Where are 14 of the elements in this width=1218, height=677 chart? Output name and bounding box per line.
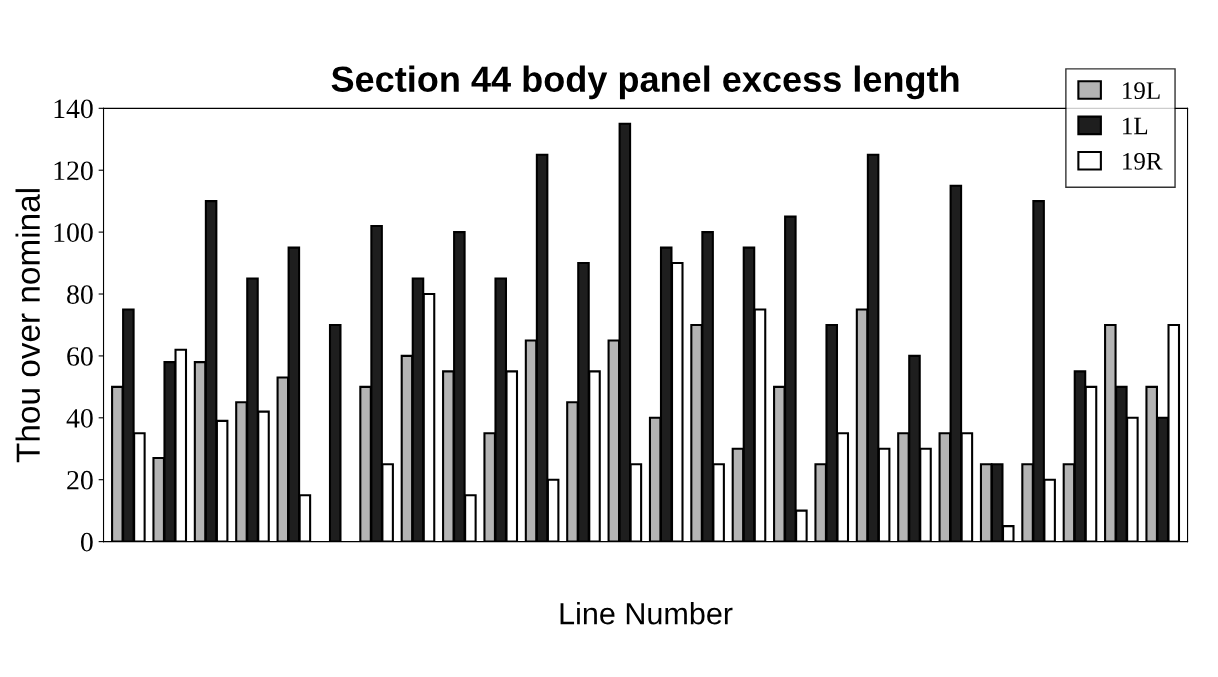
x-axis-title: Line Number xyxy=(560,602,733,625)
y-tick-label: 120 xyxy=(54,161,93,181)
y-tick-label: 100 xyxy=(54,223,93,243)
y-tick-label: 140 xyxy=(54,99,93,119)
y-tick-label: 80 xyxy=(67,285,93,304)
y-tick-label: 0 xyxy=(80,532,93,552)
legend-label: 19L xyxy=(1123,82,1160,100)
y-tick-label: 20 xyxy=(67,470,93,490)
legend-label: 1L xyxy=(1123,117,1148,135)
chart-title: Section 44 body panel excess length xyxy=(331,65,959,100)
y-axis-title: Thou over nominal xyxy=(15,189,40,463)
legend-label: 19R xyxy=(1123,152,1163,170)
y-tick-label: 40 xyxy=(66,408,93,428)
y-tick-label: 60 xyxy=(67,347,93,366)
